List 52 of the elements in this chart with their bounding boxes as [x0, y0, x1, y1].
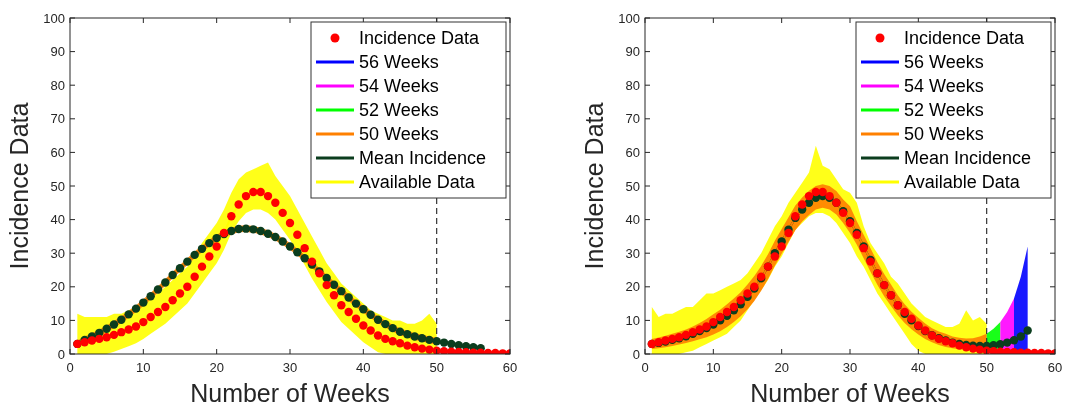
y-tick-label: 70 [50, 111, 65, 127]
x-tick-label: 60 [1047, 360, 1063, 375]
legend-label: Available Data [359, 172, 476, 193]
y-tick-label: 60 [50, 144, 65, 160]
legend-label: 54 Weeks [359, 76, 439, 97]
y-tick-label: 10 [50, 312, 65, 328]
x-tick-label: 20 [774, 360, 789, 375]
legend-label: 56 Weeks [359, 52, 439, 73]
x-tick-label: 60 [502, 360, 518, 375]
legend-label: Available Data [904, 172, 1021, 193]
x-tick-label: 50 [979, 360, 994, 375]
y-tick-label: 40 [625, 212, 640, 228]
legend-label: 52 Weeks [359, 100, 439, 121]
y-tick-label: 90 [50, 44, 65, 60]
x-tick-label: 50 [429, 360, 444, 375]
legend-label: Mean Incidence [359, 148, 487, 169]
x-tick-label: 40 [356, 360, 371, 375]
legend-label: 56 Weeks [904, 52, 984, 73]
legend-label: Incidence Data [359, 28, 481, 49]
legend-label: 54 Weeks [904, 76, 984, 97]
legend-label: Incidence Data [904, 28, 1026, 49]
y-tick-label: 20 [50, 279, 65, 295]
y-tick-label: 0 [632, 346, 640, 362]
y-tick-label: 20 [625, 279, 640, 295]
y-tick-label: 60 [625, 144, 640, 160]
y-tick-label: 50 [50, 178, 65, 194]
y-tick-label: 30 [625, 245, 640, 261]
legend-label: Mean Incidence [904, 148, 1032, 169]
x-tick-label: 20 [209, 360, 224, 375]
x-tick-label: 10 [706, 360, 721, 375]
y-axis-title: Incidence Data [580, 102, 608, 270]
y-tick-label: 30 [50, 245, 65, 261]
y-tick-label: 70 [625, 111, 640, 127]
y-tick-label: 0 [57, 346, 65, 362]
y-tick-label: 50 [625, 178, 640, 194]
x-axis-title: Number of Weeks [190, 379, 390, 407]
x-tick-label: 40 [911, 360, 926, 375]
y-tick-label: 10 [625, 312, 640, 328]
x-tick-label: 30 [842, 360, 858, 375]
y-tick-label: 90 [625, 44, 640, 60]
y-axis-title: Incidence Data [5, 102, 33, 270]
y-tick-label: 80 [50, 77, 65, 93]
legend-label: 50 Weeks [359, 124, 439, 145]
y-tick-label: 40 [50, 212, 65, 228]
y-tick-label: 80 [625, 77, 640, 93]
x-tick-label: 10 [136, 360, 151, 375]
y-tick-label: 100 [43, 10, 65, 26]
y-tick-label: 100 [618, 10, 640, 26]
legend-label: 50 Weeks [904, 124, 984, 145]
legend-label: 52 Weeks [904, 100, 984, 121]
x-axis-title: Number of Weeks [750, 379, 950, 407]
x-tick-label: 30 [282, 360, 298, 375]
